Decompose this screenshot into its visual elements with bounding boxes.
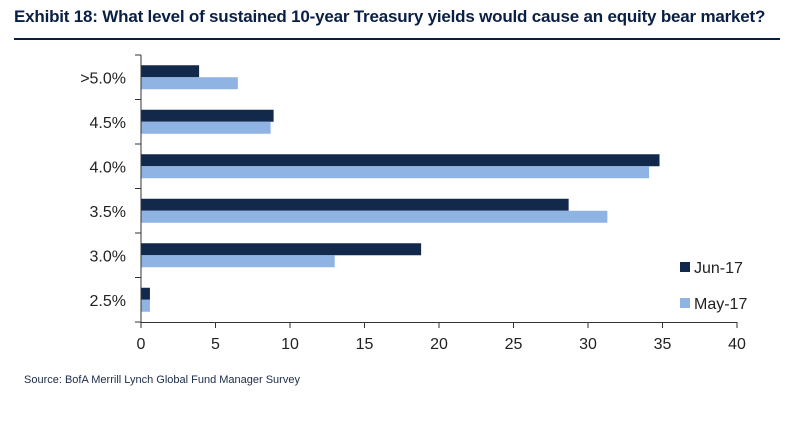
source-note: Source: BofA Merrill Lynch Global Fund M…	[24, 374, 300, 386]
bar-jun-17-5	[141, 287, 150, 300]
chart-title: Exhibit 18: What level of sustained 10-y…	[14, 7, 766, 26]
y-tick-label: 4.0%	[90, 159, 126, 176]
bar-may-17-2	[141, 166, 650, 179]
legend-label-jun-17: Jun-17	[694, 260, 743, 277]
x-tick-label: 0	[137, 336, 146, 353]
x-tick-label: 30	[579, 336, 597, 353]
y-tick-label: 3.5%	[90, 204, 126, 221]
bar-may-17-5	[141, 299, 150, 312]
legend-label-may-17: May-17	[694, 296, 747, 313]
bar-may-17-1	[141, 121, 271, 134]
bar-jun-17-3	[141, 198, 569, 211]
bar-jun-17-1	[141, 109, 274, 122]
bar-may-17-3	[141, 210, 608, 223]
bar-may-17-0	[141, 77, 238, 90]
legend-swatch-may-17	[680, 298, 690, 308]
y-tick-label: 4.5%	[90, 115, 126, 132]
x-tick-label: 15	[356, 336, 374, 353]
bar-jun-17-0	[141, 65, 200, 78]
bar-jun-17-4	[141, 243, 422, 256]
bar-may-17-4	[141, 255, 335, 268]
y-tick-label: 3.0%	[90, 248, 126, 265]
x-tick-label: 5	[211, 336, 220, 353]
title-rule	[14, 38, 780, 40]
legend-swatch-jun-17	[680, 262, 690, 272]
y-tick-label: 2.5%	[90, 293, 126, 310]
x-tick-label: 40	[728, 336, 746, 353]
x-tick-label: 10	[281, 336, 299, 353]
x-tick-label: 25	[505, 336, 523, 353]
x-tick-label: 35	[654, 336, 672, 353]
x-tick-label: 20	[430, 336, 448, 353]
y-tick-label: >5.0%	[80, 70, 126, 87]
bar-jun-17-2	[141, 154, 660, 167]
